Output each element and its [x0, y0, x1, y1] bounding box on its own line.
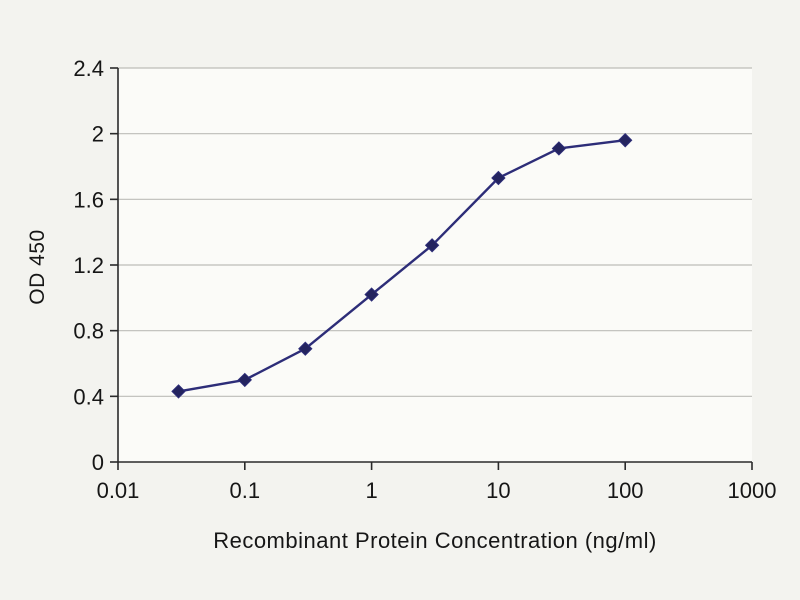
data-point-marker [171, 384, 186, 399]
x-tick-label: 0.1 [230, 478, 261, 503]
x-tick-label: 1 [365, 478, 377, 503]
data-point-marker [237, 372, 253, 388]
y-tick-label: 0.8 [73, 319, 104, 344]
y-tick-label: 1.2 [73, 253, 104, 278]
data-point-marker [617, 133, 633, 148]
y-tick-label: 2 [92, 122, 104, 147]
data-point-marker [491, 170, 506, 186]
y-tick-label: 0 [92, 450, 104, 475]
x-tick-label: 100 [607, 478, 644, 503]
y-tick-label: 2.4 [73, 56, 104, 81]
y-axis-title: OD 450 [26, 229, 49, 305]
x-tick-label: 1000 [728, 478, 777, 503]
series-line [178, 139, 626, 393]
y-tick-label: 0.4 [73, 384, 104, 409]
x-axis-title: Recombinant Protein Concentration (ng/ml… [213, 528, 657, 553]
y-tick-label: 1.6 [73, 187, 104, 212]
data-point-marker [298, 341, 313, 356]
data-point-marker [551, 141, 567, 156]
x-tick-label: 0.01 [97, 478, 140, 503]
data-point-marker [364, 287, 379, 302]
x-tick-label: 10 [486, 478, 510, 503]
data-point-marker [424, 238, 440, 253]
